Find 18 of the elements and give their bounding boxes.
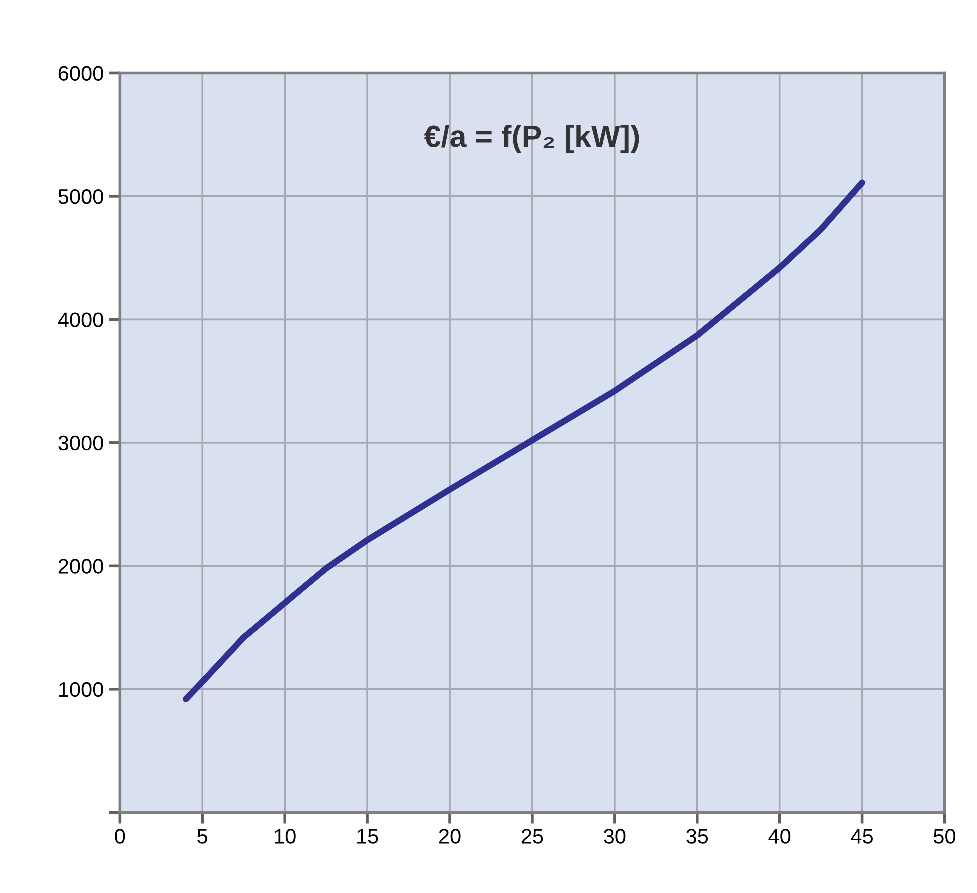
x-tick-label: 30 xyxy=(604,829,626,844)
x-tick-label: 40 xyxy=(768,829,791,844)
y-tick-label: 2000 xyxy=(58,559,104,574)
y-tick-label: 5000 xyxy=(58,189,104,204)
x-tick-label: 45 xyxy=(851,829,874,844)
y-tick-label: 1000 xyxy=(59,682,104,698)
text: €/a = f(P₂ [kW]) xyxy=(424,124,640,154)
x-tick-label: 10 xyxy=(275,829,296,844)
x-tick-label: 35 xyxy=(686,829,708,844)
x-tick-label: 25 xyxy=(522,829,544,844)
x-tick-label: 15 xyxy=(358,829,378,844)
x-tick-label: 50 xyxy=(934,829,956,844)
x-tick-label: 0 xyxy=(115,829,126,844)
x-tick-label: 20 xyxy=(439,829,461,844)
y-tick-label: 6000 xyxy=(58,66,104,81)
x-tick-label: 5 xyxy=(198,829,208,844)
y-tick-label: 4000 xyxy=(58,312,104,328)
y-tick-label: 3000 xyxy=(58,436,104,451)
